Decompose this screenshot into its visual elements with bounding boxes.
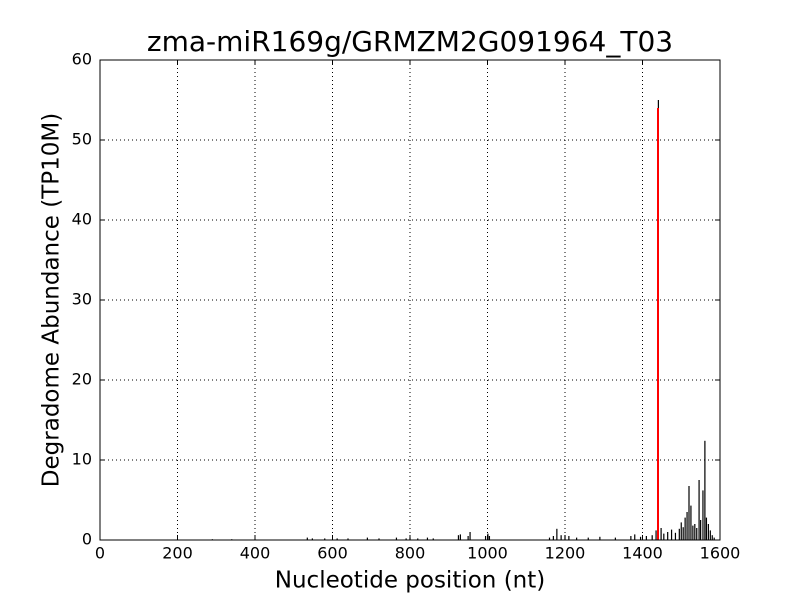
y-tick-label: 60 [72, 50, 92, 69]
x-tick-label: 1600 [700, 544, 741, 563]
x-tick-label: 1200 [545, 544, 586, 563]
x-tick-label: 800 [395, 544, 426, 563]
y-tick-label: 0 [82, 530, 92, 549]
y-tick-label: 20 [72, 370, 92, 389]
y-tick-label: 40 [72, 210, 92, 229]
y-axis-label: Degradome Abundance (TP10M) [39, 113, 65, 487]
x-tick-label: 400 [240, 544, 271, 563]
x-tick-label: 1000 [467, 544, 508, 563]
y-tick-label: 10 [72, 450, 92, 469]
plot-frame [99, 59, 721, 541]
x-tick-label: 0 [95, 544, 105, 563]
y-tick-label: 30 [72, 290, 92, 309]
y-tick-label: 50 [72, 130, 92, 149]
x-tick-label: 200 [162, 544, 193, 563]
chart-title: zma-miR169g/GRMZM2G091964_T03 [147, 25, 673, 58]
x-axis-label: Nucleotide position (nt) [275, 568, 545, 594]
x-tick-label: 1400 [622, 544, 663, 563]
x-tick-label: 600 [317, 544, 348, 563]
